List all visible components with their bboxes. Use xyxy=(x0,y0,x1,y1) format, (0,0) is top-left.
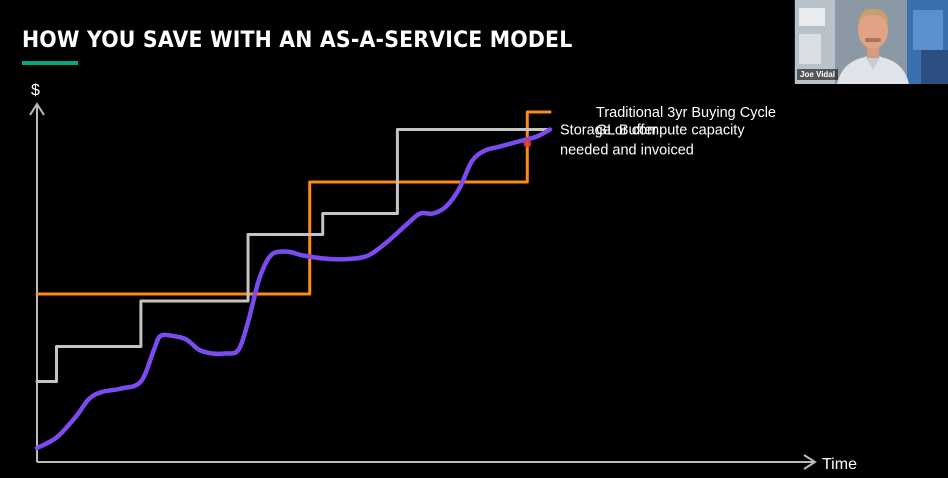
participant-name-tag: Joe Vidal xyxy=(797,69,838,80)
annotation-marker xyxy=(523,139,532,148)
x-axis-arrow-icon xyxy=(803,454,817,470)
chart-axes: $ Time xyxy=(29,82,857,473)
slide-title: HOW YOU SAVE WITH AN AS-A-SERVICE MODEL xyxy=(22,28,573,53)
capacity-invoiced-line xyxy=(34,127,553,451)
traditional-buying-cycle-line xyxy=(35,110,552,296)
label-capacity-invoiced-line-2: needed and invoiced xyxy=(560,143,694,159)
y-axis-label: $ xyxy=(31,82,40,99)
label-capacity-invoiced-line-1: Storage or compute capacity xyxy=(560,123,745,139)
participant-video-tile[interactable]: Joe Vidal xyxy=(794,0,948,84)
series-labels: Traditional 3yr Buying Cycle GL BufferSto… xyxy=(560,105,776,159)
series-layer xyxy=(34,110,553,451)
gl-buffer-line xyxy=(35,128,552,383)
x-axis-label: Time xyxy=(822,456,857,473)
y-axis-arrow-icon xyxy=(29,102,45,116)
title-accent-bar xyxy=(22,61,78,65)
label-traditional-buying-cycle: Traditional 3yr Buying Cycle xyxy=(596,105,776,121)
label-gl-buffer: GL Buffer xyxy=(596,123,657,139)
label-capacity-invoiced: Storage or compute capacity needed and in… xyxy=(560,123,745,159)
